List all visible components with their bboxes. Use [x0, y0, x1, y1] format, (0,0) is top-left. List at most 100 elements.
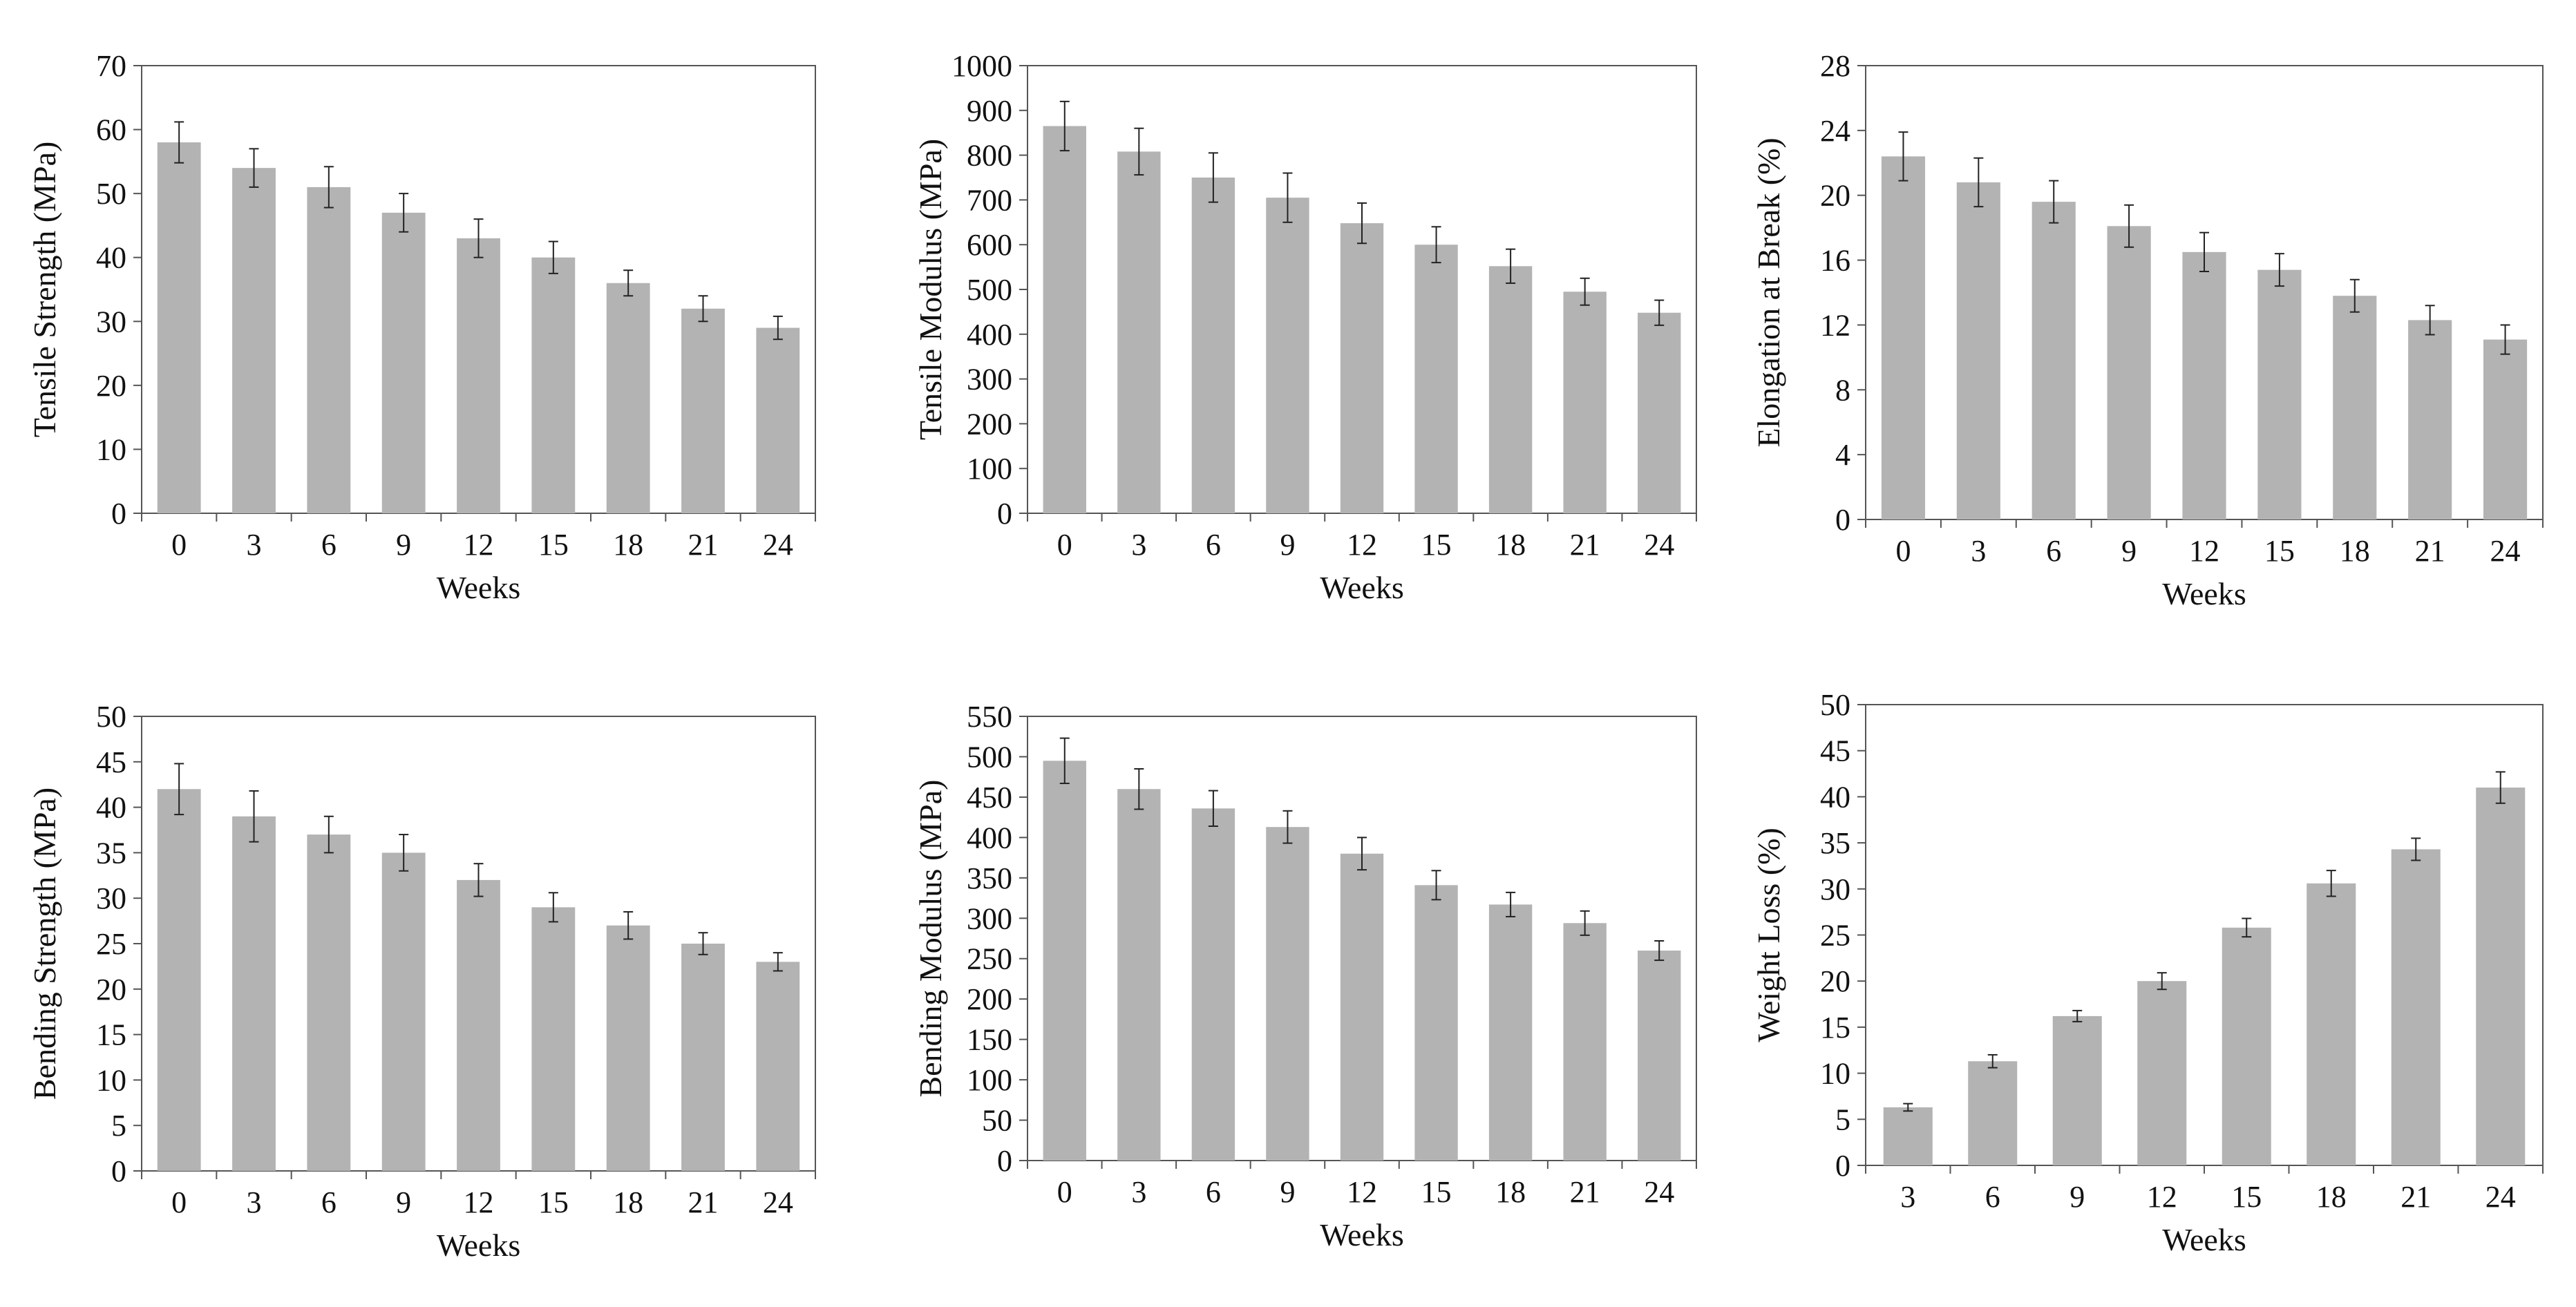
x-tick-label: 9 [1280, 528, 1295, 562]
y-tick-label: 10 [96, 1063, 126, 1097]
y-tick-label: 50 [96, 177, 126, 211]
x-tick-label: 9 [2070, 1180, 2085, 1214]
y-tick-label: 400 [967, 318, 1012, 352]
chart-panel: 0 4 8 12 16 20 24 28 0 3 6 9 12 15 18 21 24 Weeks Elongati… [1751, 49, 2544, 611]
bar [1340, 853, 1384, 1161]
bar [531, 257, 576, 513]
y-tick-label: 0 [1835, 503, 1850, 537]
y-tick-label: 4 [1835, 438, 1850, 472]
bar [307, 187, 351, 513]
y-tick-label: 30 [96, 881, 126, 915]
bar [232, 816, 276, 1171]
x-tick-label: 12 [1347, 1175, 1377, 1209]
y-tick-label: 40 [1820, 780, 1850, 814]
y-axis-title: Elongation at Break (%) [1751, 137, 1786, 447]
x-tick-label: 18 [1495, 1175, 1526, 1209]
y-tick-label: 28 [1820, 49, 1850, 83]
y-tick-label: 20 [96, 369, 126, 403]
bar [1117, 151, 1161, 513]
bar [2222, 927, 2271, 1165]
chart-panel: 0 100 200 300 400 500 600 700 800 900 1000 0 3 6 9 12 15… [913, 49, 1697, 605]
y-axis-title: Bending Strength (MPa) [27, 788, 62, 1100]
bar [2032, 202, 2076, 519]
bar [1266, 827, 1309, 1161]
bar [1043, 761, 1086, 1161]
x-tick-label: 15 [538, 528, 569, 562]
x-tick-label: 24 [763, 1185, 793, 1219]
y-tick-label: 20 [1820, 964, 1850, 998]
y-tick-label: 200 [967, 407, 1012, 441]
x-tick-label: 15 [1421, 528, 1452, 562]
y-tick-label: 500 [967, 740, 1012, 774]
y-tick-label: 16 [1820, 244, 1850, 278]
bar [1563, 923, 1607, 1161]
bar [1414, 245, 1458, 513]
bar [1117, 789, 1161, 1161]
y-tick-label: 10 [96, 432, 126, 466]
y-tick-label: 35 [1820, 826, 1850, 860]
bar [1881, 156, 1926, 519]
y-tick-label: 12 [1820, 308, 1850, 342]
bar [2052, 1015, 2102, 1165]
y-tick-label: 35 [96, 836, 126, 870]
bar [2107, 226, 2151, 519]
bar [756, 962, 800, 1171]
bar [1638, 312, 1681, 513]
x-tick-label: 0 [1895, 534, 1911, 568]
x-tick-label: 9 [1280, 1175, 1295, 1209]
chart-panel: 0 5 10 15 20 25 30 35 40 45 50 3 6 9 12 15 18 21 24 Weeks We… [1751, 688, 2544, 1257]
x-tick-label: 21 [2415, 534, 2445, 568]
bar [157, 789, 201, 1171]
y-tick-label: 1000 [951, 49, 1012, 83]
x-axis-title: Weeks [1320, 570, 1403, 605]
x-tick-label: 21 [2400, 1180, 2431, 1214]
x-tick-label: 12 [2189, 534, 2219, 568]
bar [307, 834, 351, 1171]
bar [2408, 320, 2452, 519]
x-tick-label: 3 [1900, 1180, 1915, 1214]
bar [2257, 269, 2302, 519]
y-tick-label: 550 [967, 700, 1012, 734]
bar [681, 308, 725, 513]
bar [1043, 126, 1086, 514]
bar [1968, 1061, 2018, 1165]
bar [457, 879, 500, 1171]
chart-panel: 0 5 10 15 20 25 30 35 40 45 50 0 3 6 9 12 15 18 21 24 Weeks B… [27, 700, 816, 1263]
y-tick-label: 50 [982, 1104, 1012, 1138]
x-tick-label: 9 [396, 1185, 411, 1219]
y-tick-label: 10 [1820, 1057, 1850, 1091]
bar [2182, 251, 2226, 519]
chart-panel: 0 50 100 150 200 250 300 350 400 450 500 550 0 3 6 9 12 1… [913, 700, 1697, 1252]
y-tick-label: 0 [997, 497, 1012, 531]
x-tick-label: 15 [1421, 1175, 1452, 1209]
x-tick-label: 18 [1495, 528, 1526, 562]
x-tick-label: 12 [464, 528, 494, 562]
y-tick-label: 150 [967, 1023, 1012, 1057]
x-axis-title: Weeks [437, 1228, 520, 1263]
bar [1266, 198, 1309, 513]
bar [1638, 951, 1681, 1161]
bar [232, 168, 276, 513]
y-tick-label: 24 [1820, 114, 1850, 148]
x-tick-label: 15 [2231, 1180, 2262, 1214]
x-tick-label: 6 [1206, 528, 1221, 562]
y-tick-label: 0 [111, 497, 126, 531]
x-tick-label: 0 [171, 528, 187, 562]
x-axis-title: Weeks [2162, 576, 2246, 611]
x-tick-label: 0 [1057, 528, 1072, 562]
x-tick-label: 3 [1131, 528, 1146, 562]
x-tick-label: 3 [1131, 1175, 1146, 1209]
bar [457, 238, 500, 513]
y-tick-label: 45 [1820, 734, 1850, 768]
y-tick-label: 15 [1820, 1011, 1850, 1044]
x-axis-title: Weeks [2162, 1222, 2246, 1257]
y-tick-label: 5 [1835, 1103, 1850, 1136]
y-tick-label: 300 [967, 901, 1012, 935]
bar [1488, 904, 1533, 1161]
y-tick-label: 350 [967, 861, 1012, 895]
y-tick-label: 50 [96, 700, 126, 734]
y-tick-label: 20 [96, 973, 126, 1007]
x-tick-label: 12 [1347, 528, 1377, 562]
x-tick-label: 18 [2340, 534, 2370, 568]
y-tick-label: 400 [967, 821, 1012, 855]
